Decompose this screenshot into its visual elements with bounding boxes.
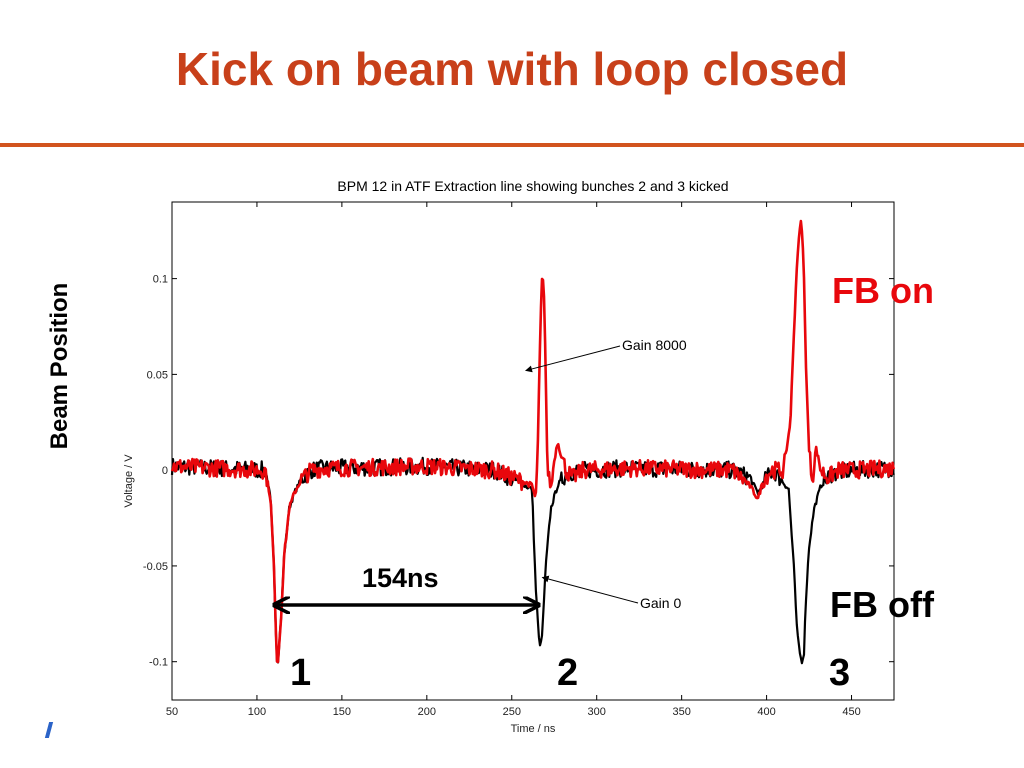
plot-title: BPM 12 in ATF Extraction line showing bu… [337, 178, 728, 194]
x-tick-label: 100 [248, 706, 266, 718]
bunch-spacing-label: 154ns [362, 563, 439, 593]
annotation-gain-8000-arrow [525, 345, 621, 373]
annotation-gain-8000: Gain 8000 [622, 337, 687, 353]
x-axis-label: Time / ns [511, 723, 556, 735]
bunch-2-label: 2 [557, 652, 579, 694]
title-divider [0, 143, 1024, 147]
x-tick-label: 150 [333, 706, 351, 718]
x-tick-label: 450 [842, 706, 860, 718]
beam-position-label: Beam Position [46, 282, 73, 450]
fb-off-label: FB off [830, 584, 934, 625]
y-tick-label: 0.05 [147, 369, 168, 381]
y-tick-label: 0 [162, 465, 168, 477]
plot-frame [171, 201, 895, 701]
y-axis-label: Voltage / V [123, 454, 135, 508]
y-tick-label: 0.1 [153, 274, 168, 286]
fb-on-label: FB on [832, 270, 934, 311]
y-tick-label: -0.1 [149, 657, 168, 669]
bunch-1-label: 1 [290, 652, 312, 694]
x-tick-label: 350 [672, 706, 690, 718]
x-tick-label: 250 [503, 706, 521, 718]
x-tick-label: 200 [418, 706, 436, 718]
x-tick-label: 50 [166, 706, 178, 718]
bunch-3-label: 3 [829, 652, 851, 694]
series-line-gain-8000 [170, 219, 895, 664]
annotation-gain-0-arrow [541, 575, 639, 604]
y-tick-label: -0.05 [143, 561, 168, 573]
slide-title: Kick on beam with loop closed [175, 43, 849, 95]
annotation-gain-0: Gain 0 [640, 595, 681, 611]
x-tick-label: 300 [588, 706, 606, 718]
x-tick-label: 400 [757, 706, 775, 718]
